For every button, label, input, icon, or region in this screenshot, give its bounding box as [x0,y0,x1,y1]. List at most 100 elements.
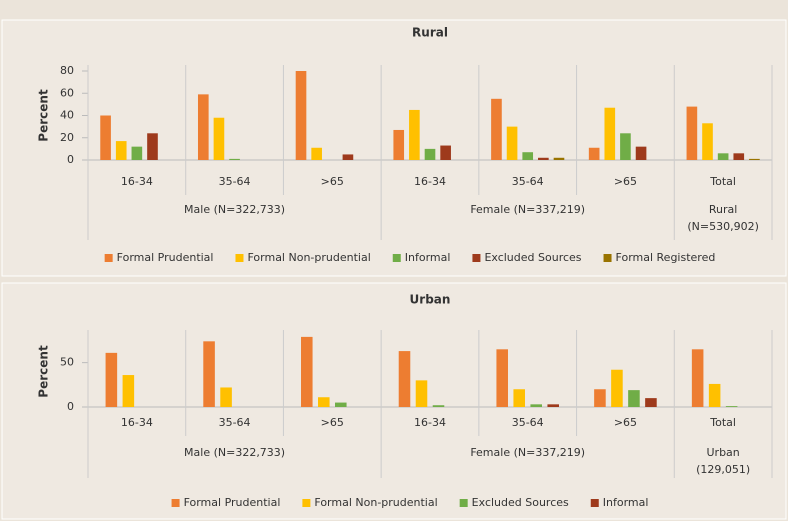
y-tick-label: 60 [60,86,74,99]
group-label: Rural [709,203,737,216]
group-label: Female (N=337,219) [470,446,585,459]
bar [717,153,729,160]
bar [295,71,307,160]
bar [708,383,721,407]
legend-label: Informal [603,496,649,509]
legend-label: Formal Non-prudential [247,251,370,264]
chart-title: Rural [412,26,448,40]
x-tick-label: 16-34 [414,175,446,188]
bar [432,405,445,407]
legend-swatch [472,254,481,262]
legend-swatch [459,499,468,507]
legend-label: Excluded Sources [484,251,581,264]
bar [702,123,713,160]
legend-swatch [392,254,401,262]
x-tick-label: 35-64 [512,175,544,188]
group-label: Male (N=322,733) [184,203,285,216]
bar [749,158,760,160]
x-tick-label: 35-64 [512,416,544,429]
legend-swatch [171,499,180,507]
x-tick-label: Total [709,416,736,429]
x-tick-label: 16-34 [121,175,153,188]
bar [100,115,111,160]
bar [725,406,738,407]
group-label: Urban [707,446,740,459]
legend-swatch [603,254,612,262]
legend-swatch [235,254,244,262]
bar [588,147,600,160]
legend-label: Formal Prudential [117,251,214,264]
bar [686,106,698,160]
bar [733,153,745,160]
bar [398,351,411,407]
y-tick-label: 20 [60,131,74,144]
bar [115,141,127,160]
y-tick-label: 40 [60,109,74,122]
bar [440,145,451,160]
bar [594,389,606,407]
bar [553,157,565,160]
legend-label: Excluded Sources [472,496,569,509]
group-label: (N=530,902) [687,220,759,233]
group-label: Male (N=322,733) [184,446,285,459]
bar [635,146,647,160]
y-tick-label: 50 [60,356,74,369]
y-tick-label: 80 [60,64,74,77]
bar [409,109,420,160]
panel [1,282,787,520]
group-label: (129,051) [696,463,750,476]
bar [415,380,428,407]
x-tick-label: 16-34 [121,416,153,429]
legend-label: Formal Non-prudential [314,496,437,509]
bar [203,341,215,407]
chart-title: Urban [410,293,451,307]
bar [105,352,118,407]
bar [604,107,616,160]
legend-swatch [590,499,599,507]
y-tick-label: 0 [67,153,74,166]
bar [530,404,542,407]
bar [424,148,436,160]
bar [147,133,158,160]
legend-label: Formal Registered [616,251,716,264]
y-axis-label: Percent [37,89,51,142]
bar [513,389,525,407]
bar [393,129,405,160]
group-label: Female (N=337,219) [470,203,585,216]
bar [506,126,518,160]
legend-swatch [104,254,113,262]
bar [691,349,704,407]
x-tick-label: >65 [614,416,637,429]
bar [122,375,135,407]
x-tick-label: 35-64 [219,175,251,188]
bar [620,133,631,160]
bar [131,146,143,160]
y-tick-label: 0 [67,400,74,413]
bar [491,98,502,160]
legend-swatch [302,499,311,507]
x-tick-label: >65 [321,416,344,429]
legend-label: Informal [405,251,451,264]
bar [213,117,225,160]
bar [496,349,508,407]
y-axis-label: Percent [37,345,51,398]
legend-label: Formal Prudential [184,496,281,509]
bar [311,147,322,160]
x-tick-label: 35-64 [219,416,251,429]
bar [342,154,354,160]
bar [301,336,313,407]
x-tick-label: 16-34 [414,416,446,429]
x-tick-label: >65 [614,175,637,188]
bar [229,158,240,160]
bar [318,397,330,407]
bar [220,387,232,407]
bar [547,404,559,407]
bar [645,398,657,407]
bar [611,369,623,407]
bar [538,157,549,160]
bar [628,390,640,407]
bar [522,152,534,160]
x-tick-label: Total [709,175,736,188]
